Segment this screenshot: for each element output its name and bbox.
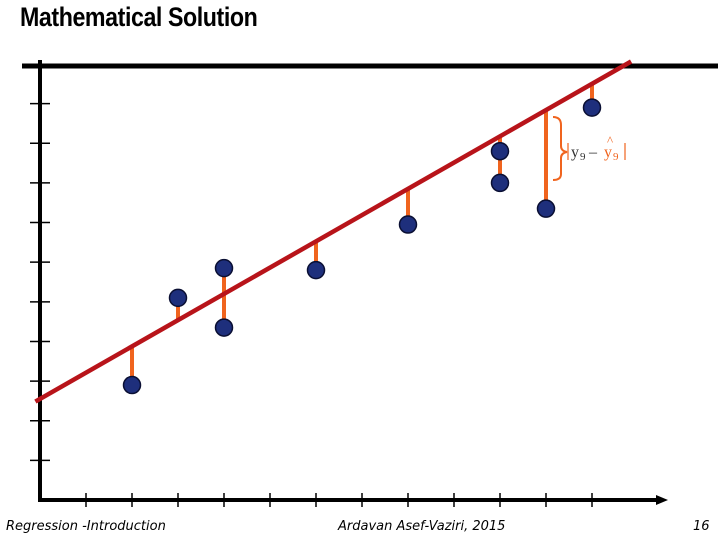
annotation-brace — [552, 116, 568, 181]
annotation-minus: – — [588, 144, 598, 161]
data-point-10 — [582, 98, 602, 117]
points-group — [122, 98, 602, 395]
data-point-7 — [490, 141, 510, 161]
footer-author: Ardavan Asef-Vaziri, 2015 — [338, 519, 506, 534]
residuals-group — [130, 83, 594, 379]
annotation-y: y — [571, 144, 579, 161]
data-point-9 — [536, 199, 556, 218]
x-axis-arrowhead — [656, 495, 668, 505]
data-point-8 — [490, 173, 510, 193]
data-point-1 — [122, 375, 142, 395]
data-point-5 — [306, 260, 326, 280]
data-point-6 — [398, 215, 418, 234]
data-point-2 — [168, 288, 188, 308]
annotation-yhat: y — [604, 144, 612, 161]
data-point-3 — [214, 258, 234, 278]
regression-line-group — [34, 59, 633, 404]
footer-course: Regression -Introduction — [6, 519, 166, 534]
slide-title: Mathematical Solution — [20, 2, 258, 32]
annotation-y-subscript: 9 — [580, 151, 586, 163]
annotation-hat: ^ — [607, 133, 613, 148]
annotation-yhat-subscript: 9 — [613, 151, 619, 163]
regression-line — [34, 59, 633, 404]
axes — [30, 60, 668, 507]
page-number: 16 — [693, 519, 710, 534]
residual-annotation: y 9 – ^ y 9 — [552, 116, 626, 181]
data-point-4 — [214, 318, 234, 337]
